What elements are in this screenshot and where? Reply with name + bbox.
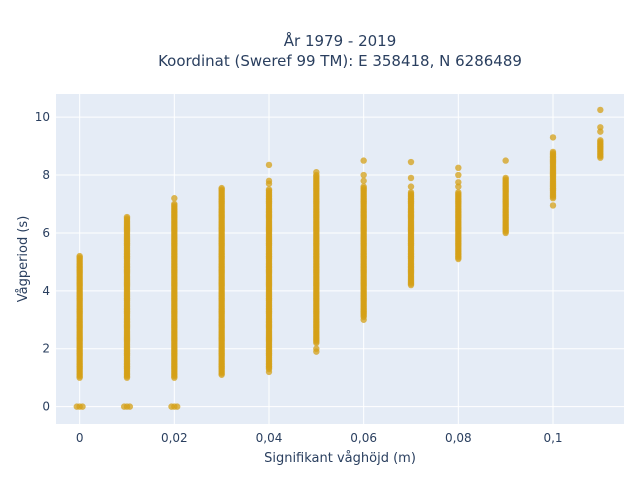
- data-point: [455, 171, 462, 179]
- data-point: [407, 158, 415, 166]
- data-point: [597, 137, 604, 144]
- data-point: [549, 134, 557, 141]
- data-point: [407, 183, 415, 190]
- data-point: [360, 171, 367, 179]
- data-point: [313, 168, 320, 176]
- data-points: [73, 106, 604, 410]
- data-point: [407, 189, 415, 196]
- data-point: [79, 403, 86, 410]
- y-tick-label: 6: [42, 226, 50, 240]
- data-point: [265, 177, 273, 185]
- x-tick-label: 0,02: [161, 431, 188, 445]
- data-point: [126, 403, 134, 410]
- data-point: [171, 200, 178, 208]
- chart-title: År 1979 - 2019: [284, 31, 397, 50]
- x-axis-ticks: 0 0,02 0,04 0,06 0,08 0,1: [76, 431, 563, 445]
- y-tick-label: 10: [35, 110, 50, 124]
- data-point: [455, 164, 462, 172]
- y-tick-label: 0: [42, 400, 50, 414]
- data-point: [502, 157, 509, 164]
- data-point: [502, 174, 509, 182]
- data-point: [265, 161, 273, 169]
- y-axis-label: Vågperiod (s): [16, 216, 31, 303]
- x-axis-label: Signifikant våghöjd (m): [264, 451, 416, 466]
- data-point: [265, 186, 273, 193]
- data-point: [597, 106, 604, 114]
- x-tick-label: 0,08: [445, 431, 472, 445]
- y-tick-label: 2: [42, 342, 50, 356]
- data-point: [407, 174, 415, 182]
- data-point: [173, 403, 181, 410]
- data-point: [360, 157, 367, 164]
- data-point: [549, 202, 557, 209]
- data-point: [76, 252, 83, 260]
- data-point: [360, 183, 367, 190]
- data-point: [549, 148, 557, 156]
- data-point: [597, 124, 604, 131]
- y-axis-ticks: 0 2 4 6 8 10: [35, 110, 50, 413]
- data-point: [455, 179, 462, 186]
- chart-subtitle: Koordinat (Sweref 99 TM): E 358418, N 62…: [158, 52, 522, 70]
- x-tick-label: 0,04: [256, 431, 283, 445]
- x-tick-label: 0,1: [543, 431, 562, 445]
- data-point: [455, 189, 462, 196]
- data-point: [313, 348, 320, 355]
- data-point: [218, 184, 225, 192]
- data-point: [360, 177, 367, 185]
- x-tick-label: 0,06: [350, 431, 377, 445]
- plot-area: [56, 94, 624, 424]
- data-point: [123, 213, 131, 221]
- data-point: [265, 368, 273, 376]
- y-tick-label: 8: [42, 168, 50, 182]
- y-tick-label: 4: [42, 284, 50, 298]
- x-tick-label: 0: [76, 431, 84, 445]
- data-point: [360, 316, 367, 323]
- data-point: [171, 195, 178, 202]
